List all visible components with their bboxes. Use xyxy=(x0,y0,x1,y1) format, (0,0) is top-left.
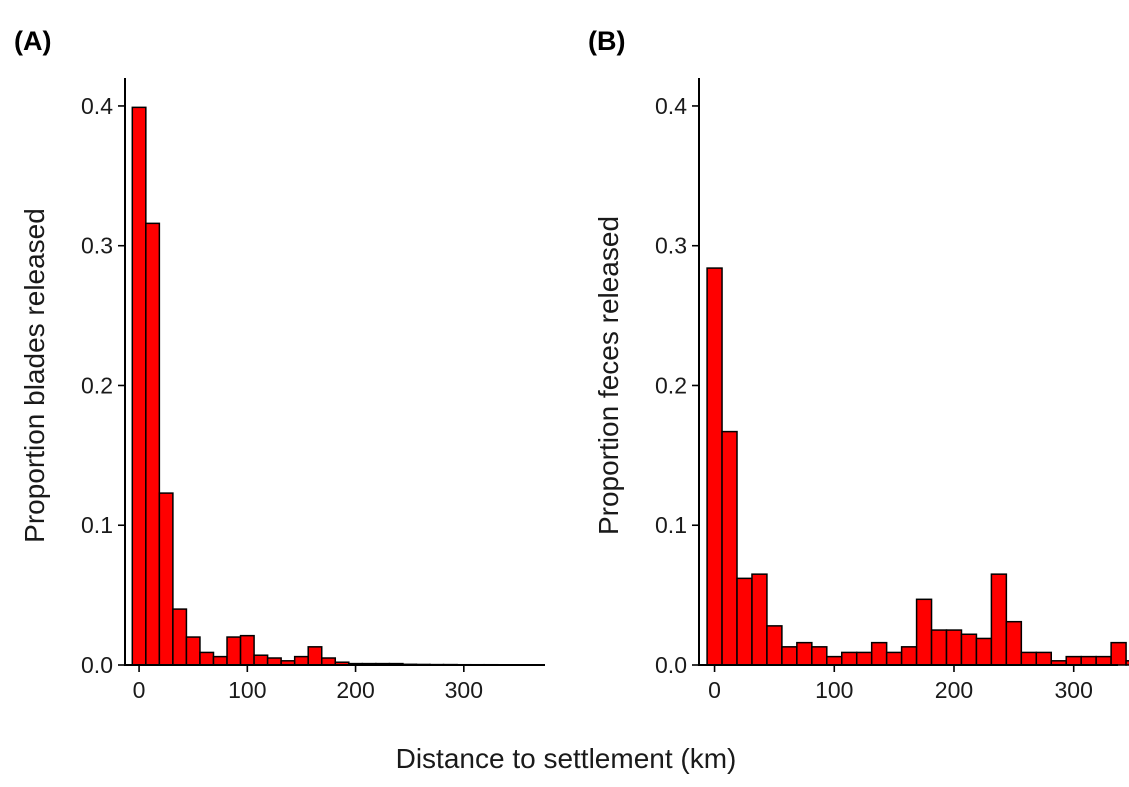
x-tick-label: 0 xyxy=(133,677,146,703)
histogram-bar xyxy=(1065,655,1082,666)
y-tick-label: 0.3 xyxy=(655,233,687,259)
histogram-bar xyxy=(172,608,188,666)
histogram-bar xyxy=(212,655,228,666)
y-axis-title: Proportion feces released xyxy=(593,216,624,535)
panel-b: 0.0 0.1 0.2 0.3 0.4 0 100 200 300 Proportion fece… xyxy=(588,26,1129,703)
y-axis-title: Proportion blades released xyxy=(19,208,50,543)
y-tick-label: 0.4 xyxy=(655,93,687,119)
histogram-bar xyxy=(1035,651,1053,666)
histogram-bar xyxy=(811,646,828,666)
histogram-bar xyxy=(185,636,201,666)
x-tick-label: 100 xyxy=(228,677,266,703)
x-tick-label: 200 xyxy=(336,677,374,703)
x-tick-label: 200 xyxy=(935,677,973,703)
histogram-bar xyxy=(870,641,888,666)
histogram-bar xyxy=(975,637,993,666)
histogram-bar xyxy=(1005,620,1023,666)
histogram-bar xyxy=(841,651,858,666)
histogram-bar xyxy=(960,633,978,666)
histogram-bar xyxy=(945,629,963,666)
x-tick-label: 100 xyxy=(815,677,853,703)
x-tick-label: 300 xyxy=(1055,677,1093,703)
histogram-bar xyxy=(158,492,174,666)
histogram-bar xyxy=(1110,641,1127,666)
y-tick-label: 0.0 xyxy=(81,652,113,678)
histogram-bar xyxy=(253,654,269,666)
panel-label: (A) xyxy=(14,26,51,56)
histogram-bar xyxy=(736,577,753,666)
histogram-bar xyxy=(721,430,738,666)
histogram-bar xyxy=(990,573,1008,666)
histogram-bar xyxy=(900,646,918,666)
x-tick-label: 0 xyxy=(708,677,721,703)
histogram-bar xyxy=(826,655,843,666)
histogram-bar xyxy=(320,657,337,666)
histogram-bar xyxy=(915,598,933,666)
x-tick-label: 300 xyxy=(445,677,483,703)
histogram-bar xyxy=(239,634,255,666)
histogram-bar xyxy=(855,651,873,666)
y-tick-label: 0.2 xyxy=(81,372,113,398)
histogram-bar xyxy=(131,106,147,666)
y-tick-label: 0.1 xyxy=(655,512,687,538)
histogram-bar xyxy=(796,641,813,666)
panel-label: (B) xyxy=(588,26,625,56)
histogram-bar xyxy=(307,646,323,666)
histogram-bar xyxy=(930,629,948,666)
histogram-bar xyxy=(1095,655,1112,666)
y-tick-label: 0.0 xyxy=(655,652,687,678)
shared-x-axis-title: Distance to settlement (km) xyxy=(396,743,737,774)
histogram-bar xyxy=(226,636,242,666)
histogram-bar xyxy=(199,651,215,666)
y-tick-label: 0.2 xyxy=(655,372,687,398)
histogram-bar xyxy=(751,573,768,666)
panel-a: 0.0 0.1 0.2 0.3 0.4 0 100 200 300 Proportion blad… xyxy=(14,26,545,703)
histogram-bar xyxy=(885,651,903,666)
histogram-bar xyxy=(766,625,783,666)
histogram-bar xyxy=(1125,660,1129,666)
histogram-bar xyxy=(293,655,309,666)
histogram-bar xyxy=(781,646,798,666)
histogram-bar xyxy=(1020,651,1038,666)
y-tick-label: 0.4 xyxy=(81,93,113,119)
histogram-bar xyxy=(706,267,723,666)
histogram-bar xyxy=(1080,655,1097,666)
y-tick-label: 0.3 xyxy=(81,233,113,259)
histogram-bar xyxy=(266,657,282,666)
histogram-bar xyxy=(145,222,161,666)
y-tick-label: 0.1 xyxy=(81,512,113,538)
